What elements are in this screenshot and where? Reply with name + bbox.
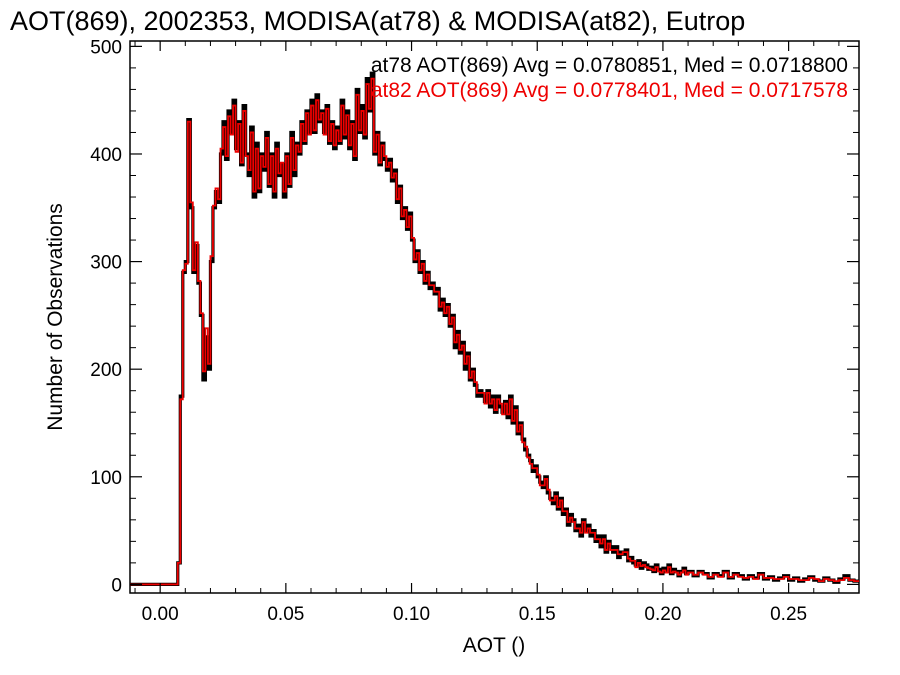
y-tick-label: 100 (90, 468, 122, 489)
x-axis-label: AOT () (463, 634, 526, 657)
x-tick-label: 0.05 (267, 604, 304, 625)
plot-area (130, 71, 859, 586)
y-tick-label: 0 (111, 575, 122, 596)
y-tick-label: 400 (90, 145, 122, 166)
legend-entry-at78: at78 AOT(869) Avg = 0.0780851, Med = 0.0… (371, 54, 848, 77)
y-tick-label: 200 (90, 360, 122, 381)
plot-frame (129, 40, 860, 594)
y-tick-label: 500 (90, 37, 122, 58)
y-axis: 0 100 200 300 400 500 (90, 37, 859, 596)
x-tick-label: 0.25 (770, 604, 807, 625)
y-tick-label: 300 (90, 253, 122, 274)
legend-entry-at82: at82 AOT(869) Avg = 0.0778401, Med = 0.0… (371, 79, 848, 102)
x-tick-label: 0.00 (142, 604, 179, 625)
y-axis-label: Number of Observations (44, 203, 67, 431)
series-line-at82 (130, 77, 859, 586)
x-tick-label: 0.10 (393, 604, 430, 625)
x-axis: 0.00 0.05 0.10 0.15 0.20 0.25 (134, 41, 840, 625)
series-line-at78 (130, 71, 859, 586)
x-tick-label: 0.20 (644, 604, 681, 625)
x-tick-label: 0.15 (519, 604, 556, 625)
chart-title: AOT(869), 2002353, MODISA(at78) & MODISA… (10, 6, 745, 36)
